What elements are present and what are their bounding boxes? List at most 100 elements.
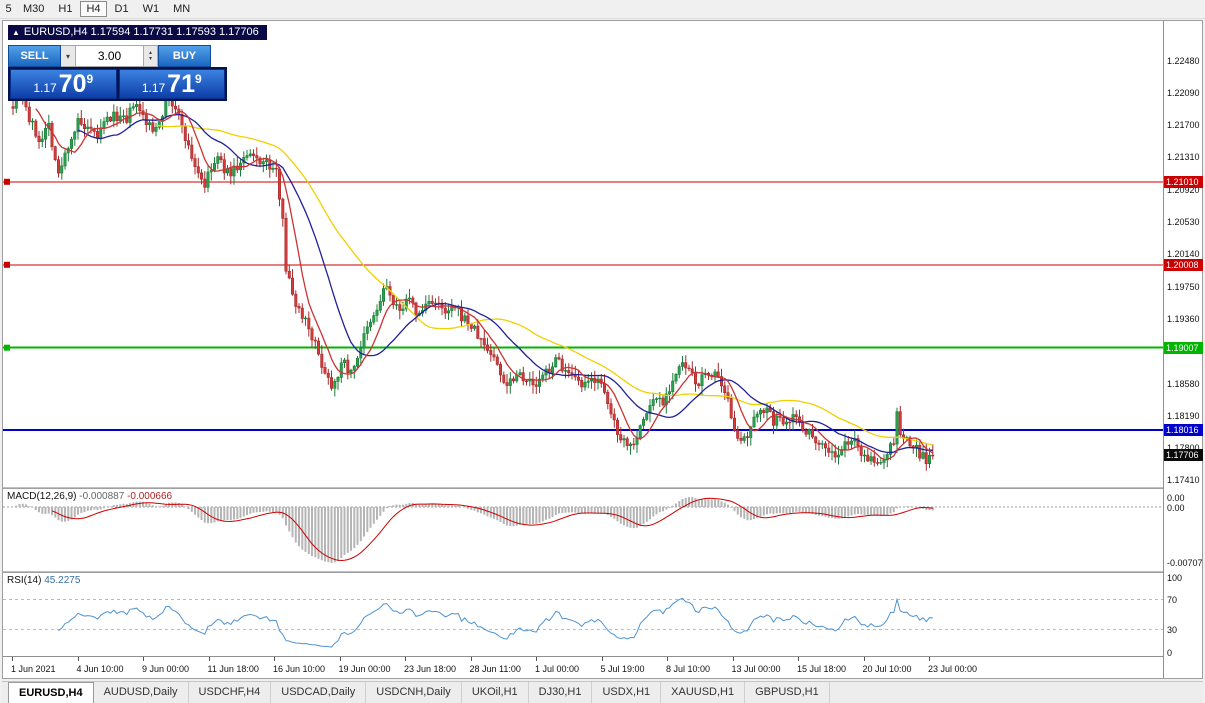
buy-price-prefix: 1.17 (141, 80, 166, 95)
chart-tab-gbpusd-h1[interactable]: GBPUSD,H1 (745, 682, 830, 703)
candle-bodies-down (11, 84, 935, 464)
timeframe-button-5[interactable]: 5 (2, 1, 15, 17)
sell-price-big: 70 (58, 70, 87, 98)
timeframe-button-h4[interactable]: H4 (80, 1, 107, 17)
price-axis-label: 1.19360 (1167, 313, 1200, 324)
price-axis-label: 1.17800 (1167, 443, 1200, 454)
ma-8-line (35, 108, 934, 461)
macd-signal-line (51, 497, 933, 562)
time-axis-tick (732, 657, 734, 661)
chart-window: 1 Jun 2021 4 Jun 10:00 9 Jun 00:00 11 Jun 1… (2, 20, 1203, 679)
candle-wicks-down (12, 83, 934, 471)
time-axis-tick (77, 657, 79, 661)
level-price-badge[interactable]: 1.19007 (1164, 341, 1203, 354)
rsi-axis-label: 100 (1167, 572, 1183, 583)
spin-down-icon[interactable]: ▾ (148, 56, 152, 62)
time-axis-tick (143, 657, 144, 661)
price-axis-label: 1.20920 (1167, 184, 1200, 195)
time-axis-tick (470, 657, 472, 661)
volume-input[interactable] (76, 45, 144, 67)
price-axis-label: 1.18580 (1167, 378, 1200, 389)
level-price-badge[interactable]: 1.18016 (1164, 423, 1203, 436)
chart-tab-usdx-h1[interactable]: USDX,H1 (592, 682, 662, 703)
panel-splitter[interactable] (3, 571, 1163, 573)
macd-name: MACD(12,26,9) (7, 491, 77, 502)
chart-tab-xauusd-h1[interactable]: XAUUSD,H1 (661, 682, 746, 703)
trade-controls-row: SELL ▾ ▴▾ BUY (8, 45, 227, 67)
macd-axis-label: -0.00707 (1167, 558, 1203, 568)
macd-axis-label: 0.00 (1167, 502, 1185, 513)
time-axis[interactable]: 1 Jun 2021 4 Jun 10:00 9 Jun 00:00 11 Jun 1… (3, 656, 1163, 678)
price-axis-label: 1.21310 (1167, 152, 1200, 163)
timeframe-button-h1[interactable]: H1 (52, 1, 78, 17)
timeframe-button-d1[interactable]: D1 (109, 1, 135, 17)
sell-button[interactable]: SELL (8, 45, 61, 67)
level-price-badge[interactable]: 1.20008 (1164, 258, 1203, 271)
candle-wicks-up (15, 79, 930, 470)
timeframe-button-w1[interactable]: W1 (137, 1, 166, 17)
time-axis-tick (339, 657, 341, 661)
rsi-value: 45.2275 (44, 575, 81, 586)
hline-handle[interactable] (4, 261, 10, 268)
time-axis-label: 13 Jul 00:00 (731, 664, 781, 674)
rsi-axis-label: 30 (1167, 625, 1178, 635)
time-axis-label: 20 Jul 10:00 (862, 664, 912, 674)
macd-chart[interactable] (3, 489, 1163, 571)
macd-label: MACD(12,26,9) -0.000887 -0.000666 (7, 491, 172, 502)
rsi-name: RSI(14) (7, 575, 42, 586)
chart-tab-usdcnh-daily[interactable]: USDCNH,Daily (366, 682, 462, 703)
time-axis-tick (601, 657, 603, 661)
time-axis-label: 28 Jun 11:00 (469, 664, 521, 674)
chart-tab-usdcad-daily[interactable]: USDCAD,Daily (271, 682, 367, 703)
price-axis-label: 1.19750 (1167, 281, 1200, 292)
timeframe-toolbar: 5 M30 H1 H4 D1 W1 MN (0, 0, 1205, 19)
collapse-icon[interactable]: ▲ (12, 28, 20, 37)
chart-tab-eurusd-h4[interactable]: EURUSD,H4 (8, 682, 94, 703)
level-price-badge[interactable]: 1.21010 (1164, 175, 1203, 188)
price-axis-label: 1.20140 (1167, 249, 1200, 260)
price-axis-label: 1.22090 (1167, 87, 1200, 98)
timeframe-button-m30[interactable]: M30 (17, 1, 50, 17)
time-axis-tick (798, 657, 799, 661)
macd-signal-value: -0.000666 (127, 491, 173, 502)
chart-tab-ukoil-h1[interactable]: UKOil,H1 (462, 682, 529, 703)
buy-price-big: 71 (167, 70, 195, 98)
trade-prices-row: 1.17 70 9 1.17 71 9 (8, 67, 227, 101)
rsi-label: RSI(14) 45.2275 (7, 575, 80, 586)
time-axis-label: 11 Jun 18:00 (207, 664, 259, 674)
hline-handle[interactable] (4, 178, 10, 185)
price-axis-label: 1.22480 (1167, 55, 1200, 66)
hline-handle[interactable] (4, 344, 10, 351)
time-axis-label: 23 Jun 18:00 (404, 664, 457, 674)
price-axis-label: 1.18190 (1167, 410, 1200, 421)
macd-axis-label: 0.00 (1167, 492, 1185, 503)
spin-up-icon[interactable]: ▴ (148, 50, 152, 56)
panel-splitter[interactable] (3, 487, 1163, 489)
time-axis-tick (863, 657, 865, 661)
sell-price-pip: 9 (86, 72, 94, 86)
time-axis-label: 1 Jul 00:00 (535, 664, 580, 674)
price-axis-label: 1.17410 (1167, 475, 1200, 486)
time-axis-tick (274, 657, 275, 661)
volume-spinner[interactable]: ▴ ▾ (144, 45, 158, 67)
timeframe-button-mn[interactable]: MN (167, 1, 196, 17)
chart-tab-usdchf-h4[interactable]: USDCHF,H4 (189, 682, 272, 703)
chart-symbol-header: ▲ EURUSD,H4 1.17594 1.17731 1.17593 1.177… (8, 25, 267, 40)
sell-price-prefix: 1.17 (33, 80, 57, 95)
sell-price-display[interactable]: 1.17 70 9 (10, 69, 117, 99)
chart-tab-dj30-h1[interactable]: DJ30,H1 (529, 682, 593, 703)
macd-histogram (15, 497, 934, 563)
price-axis[interactable]: 1.22480 1.22090 1.21700 1.21310 1.20920 1.205… (1163, 21, 1203, 678)
chart-tab-audusd-daily[interactable]: AUDUSD,Daily (94, 682, 189, 703)
ma-45-line (155, 124, 933, 446)
buy-price-display[interactable]: 1.17 71 9 (118, 69, 225, 99)
time-axis-tick (667, 657, 668, 661)
chart-plot-area[interactable]: 1 Jun 2021 4 Jun 10:00 9 Jun 00:00 11 Jun 1… (3, 21, 1163, 678)
volume-dropdown-button[interactable]: ▾ (61, 45, 76, 67)
buy-button[interactable]: BUY (158, 45, 211, 67)
rsi-chart[interactable] (3, 573, 1163, 656)
current-price-badge[interactable]: 1.17706 (1164, 449, 1203, 462)
macd-main-value: -0.000887 (79, 491, 125, 502)
